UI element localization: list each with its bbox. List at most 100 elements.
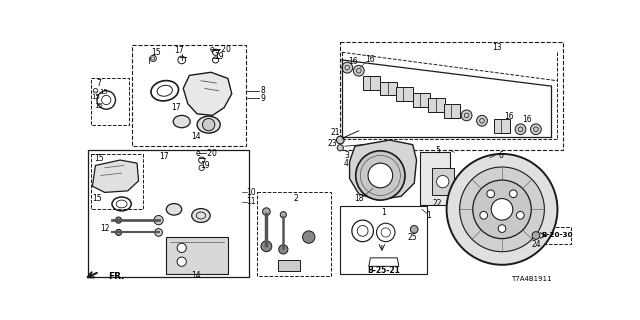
Circle shape (303, 231, 315, 243)
Circle shape (353, 65, 364, 76)
Bar (444, 104, 460, 118)
Bar (166, 237, 228, 274)
Circle shape (202, 118, 215, 131)
Circle shape (155, 228, 163, 236)
Circle shape (509, 190, 517, 198)
Text: 15: 15 (92, 194, 102, 203)
Bar (88, 150, 250, 277)
Polygon shape (92, 160, 139, 192)
Text: 23: 23 (327, 139, 337, 148)
Text: 6: 6 (499, 151, 504, 160)
Text: 25: 25 (408, 233, 417, 242)
Text: 8: 8 (260, 86, 265, 95)
Bar (493, 119, 511, 133)
Text: 15: 15 (99, 89, 108, 95)
Text: 4: 4 (344, 159, 349, 168)
Text: 19: 19 (200, 161, 210, 170)
Text: 17: 17 (171, 103, 180, 112)
Circle shape (532, 232, 540, 239)
Text: 15: 15 (94, 103, 103, 109)
Text: 16: 16 (522, 115, 531, 124)
Text: 15: 15 (93, 154, 103, 163)
Bar (432, 168, 454, 196)
Text: —: — (93, 90, 98, 95)
Text: 18: 18 (354, 194, 364, 203)
Text: 15: 15 (91, 94, 100, 100)
Circle shape (447, 154, 557, 265)
Circle shape (477, 116, 488, 126)
Text: 2: 2 (293, 194, 298, 203)
Text: 17: 17 (159, 152, 169, 161)
Circle shape (368, 163, 393, 188)
Circle shape (280, 212, 287, 218)
Ellipse shape (173, 116, 190, 128)
Text: 15: 15 (152, 48, 161, 57)
Bar (91, 154, 143, 209)
Bar (428, 99, 445, 112)
Text: 1: 1 (426, 211, 431, 220)
Bar (132, 44, 246, 146)
Text: 1: 1 (381, 208, 386, 217)
Text: 14: 14 (191, 271, 200, 280)
Circle shape (531, 124, 541, 135)
Circle shape (262, 208, 270, 215)
Circle shape (115, 217, 122, 223)
Circle shape (461, 110, 472, 121)
Circle shape (480, 212, 488, 219)
Bar (91, 78, 129, 124)
Polygon shape (349, 140, 417, 200)
Text: 10: 10 (246, 188, 256, 197)
Bar (396, 87, 413, 101)
Circle shape (154, 215, 163, 225)
Circle shape (492, 198, 513, 220)
Text: 16: 16 (365, 55, 375, 64)
Circle shape (177, 257, 186, 266)
Text: B-20-30: B-20-30 (541, 232, 573, 238)
Circle shape (279, 245, 288, 254)
Text: 9: 9 (260, 94, 265, 103)
Bar (413, 93, 429, 107)
Circle shape (473, 180, 531, 239)
Text: 21: 21 (331, 128, 340, 137)
Bar (363, 76, 380, 90)
Text: 24: 24 (531, 240, 541, 249)
Text: T7A4B1911: T7A4B1911 (511, 276, 551, 283)
Text: FR.: FR. (108, 272, 124, 281)
Bar (540, 227, 570, 244)
Text: 7: 7 (96, 78, 101, 88)
Ellipse shape (197, 116, 220, 133)
Circle shape (410, 226, 418, 233)
Bar (257, 192, 331, 276)
Ellipse shape (192, 209, 210, 222)
Circle shape (337, 145, 344, 151)
Text: e—20: e—20 (209, 45, 231, 54)
Circle shape (436, 175, 449, 188)
Text: 19: 19 (214, 52, 223, 61)
Circle shape (152, 57, 155, 60)
Text: 17: 17 (175, 46, 184, 55)
Circle shape (177, 243, 186, 252)
Text: e—20: e—20 (195, 149, 217, 158)
Circle shape (460, 167, 545, 252)
Text: B-25-21: B-25-21 (367, 267, 400, 276)
Text: 5: 5 (435, 146, 440, 155)
Text: 16: 16 (348, 57, 358, 66)
Circle shape (115, 229, 122, 236)
Bar (278, 260, 300, 271)
Circle shape (261, 241, 272, 252)
Circle shape (498, 225, 506, 232)
Text: 16: 16 (504, 112, 514, 121)
Circle shape (487, 190, 495, 198)
Circle shape (515, 124, 526, 135)
Bar (420, 152, 450, 205)
Circle shape (337, 136, 344, 144)
Circle shape (342, 62, 353, 73)
Circle shape (356, 151, 405, 200)
Bar (340, 206, 428, 274)
Ellipse shape (166, 204, 182, 215)
Text: 13: 13 (493, 43, 502, 52)
Circle shape (516, 212, 524, 219)
Text: 14: 14 (191, 132, 200, 141)
Polygon shape (183, 72, 232, 116)
Text: 3: 3 (344, 151, 349, 160)
